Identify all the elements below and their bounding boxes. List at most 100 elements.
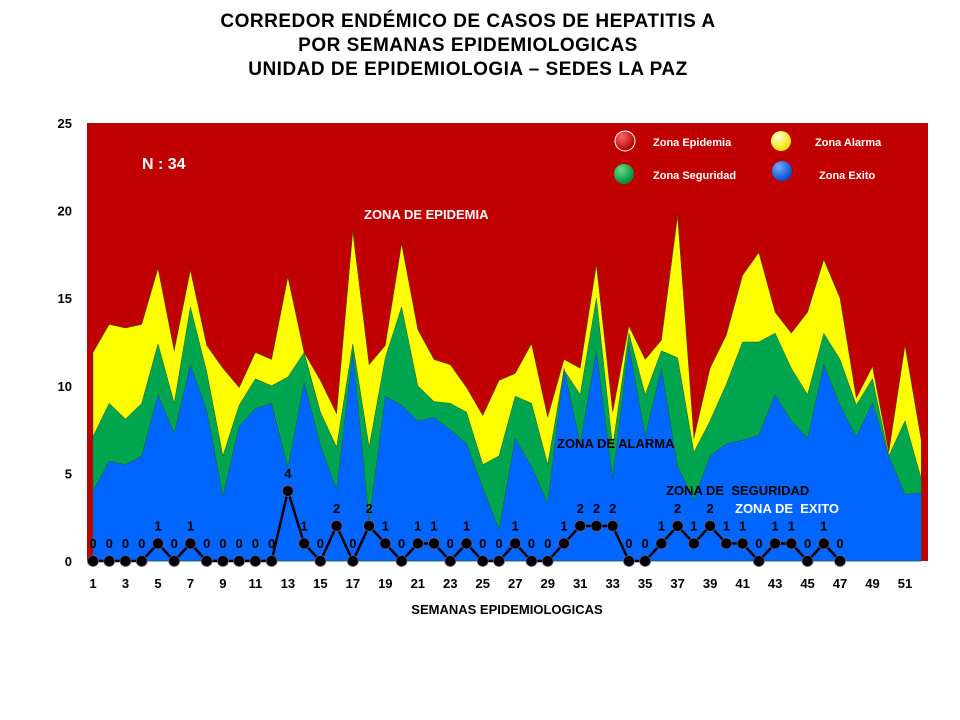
y-tick-label: 0 (65, 554, 72, 569)
cases-data-label: 0 (106, 536, 113, 551)
cases-data-label: 1 (414, 518, 421, 533)
x-tick-label: 35 (638, 576, 652, 591)
cases-data-label: 0 (398, 536, 405, 551)
cases-data-label: 1 (723, 518, 730, 533)
cases-point (460, 537, 473, 550)
cases-point (168, 555, 181, 567)
cases-point (655, 537, 668, 550)
cases-data-label: 0 (625, 536, 632, 551)
y-tick-label: 15 (58, 291, 72, 306)
legend-swatch-exito (772, 161, 792, 181)
cases-point (346, 555, 359, 567)
cases-point (720, 537, 733, 550)
x-tick-label: 17 (346, 576, 360, 591)
cases-point (509, 537, 522, 550)
cases-point (801, 555, 814, 567)
x-tick-label: 25 (476, 576, 490, 591)
cases-data-label: 2 (674, 501, 681, 516)
y-tick-label: 10 (58, 379, 72, 394)
x-axis-label: SEMANAS EPIDEMIOLOGICAS (411, 602, 603, 617)
cases-point (639, 555, 652, 567)
legend: Zona Epidemia Zona Alarma Zona Seguridad… (614, 130, 882, 184)
legend-swatch-seguridad (614, 164, 634, 184)
zona-epidemia-label: ZONA DE EPIDEMIA (364, 207, 489, 222)
x-tick-label: 45 (800, 576, 814, 591)
x-tick-label: 37 (670, 576, 684, 591)
cases-point (525, 555, 538, 567)
x-tick-label: 31 (573, 576, 587, 591)
cases-point (395, 555, 408, 567)
x-tick-label: 39 (703, 576, 717, 591)
cases-point (606, 520, 619, 532)
cases-point (265, 555, 278, 567)
cases-data-label: 0 (642, 536, 649, 551)
cases-point (298, 537, 311, 550)
cases-point (281, 485, 294, 497)
cases-data-label: 0 (203, 536, 210, 551)
cases-data-label: 1 (788, 518, 795, 533)
cases-data-label: 1 (382, 518, 389, 533)
cases-point (379, 537, 392, 550)
cases-data-label: 2 (365, 501, 372, 516)
cases-data-label: 0 (544, 536, 551, 551)
title-line-3: UNIDAD DE EPIDEMIOLOGIA – SEDES LA PAZ (248, 59, 688, 80)
y-tick-label: 20 (58, 204, 72, 219)
y-tick-label: 5 (65, 466, 72, 481)
cases-point (834, 555, 846, 567)
cases-data-label: 0 (268, 536, 275, 551)
cases-data-label: 0 (447, 536, 454, 551)
chart-title: CORREDOR ENDÉMICO DE CASOS DE HEPATITIS … (0, 10, 936, 82)
x-tick-label: 49 (865, 576, 879, 591)
legend-label-seguridad: Zona Seguridad (653, 170, 736, 182)
cases-point (249, 555, 262, 567)
cases-point (574, 520, 587, 532)
cases-point (769, 537, 781, 550)
cases-data-label: 0 (122, 536, 129, 551)
cases-data-label: 2 (333, 501, 340, 516)
cases-data-label: 1 (430, 518, 437, 533)
cases-data-label: 0 (479, 536, 486, 551)
cases-point (785, 537, 798, 550)
cases-data-label: 0 (528, 536, 535, 551)
cases-data-label: 2 (707, 501, 714, 516)
cases-point (752, 555, 765, 567)
zona-exito-label: ZONA DE EXITO (735, 501, 839, 516)
zona-alarma-label: ZONA DE ALARMA (557, 436, 675, 451)
cases-point (493, 555, 505, 567)
cases-data-label: 0 (317, 536, 324, 551)
cases-point (152, 537, 164, 550)
x-tick-label: 1 (89, 576, 96, 591)
cases-point (541, 555, 554, 567)
cases-data-label: 0 (349, 536, 356, 551)
cases-point (428, 537, 440, 550)
x-tick-label: 23 (443, 576, 457, 591)
cases-point (103, 555, 116, 567)
legend-swatch-alarma (771, 131, 791, 151)
cases-data-label: 1 (463, 518, 470, 533)
legend-label-epidemia: Zona Epidemia (653, 137, 732, 149)
zona-exito-area (92, 345, 922, 562)
cases-data-label: 2 (577, 501, 584, 516)
x-tick-label: 7 (187, 576, 194, 591)
cases-point (817, 537, 830, 550)
x-tick-label: 21 (411, 576, 425, 591)
cases-data-label: 2 (609, 501, 616, 516)
cases-data-label: 0 (138, 536, 145, 551)
cases-data-label: 2 (593, 501, 600, 516)
cases-point (671, 520, 684, 532)
cases-data-label: 1 (512, 518, 519, 533)
y-tick-label: 25 (58, 116, 72, 131)
x-tick-label: 5 (154, 576, 161, 591)
cases-point (135, 555, 148, 567)
legend-label-exito: Zona Exito (819, 170, 876, 182)
cases-point (330, 520, 343, 532)
zona-seguridad-label: ZONA DE SEGURIDAD (666, 483, 809, 498)
n-total-label: N : 34 (142, 156, 186, 173)
cases-data-label: 1 (154, 518, 161, 533)
x-tick-label: 13 (281, 576, 295, 591)
cases-data-label: 1 (739, 518, 746, 533)
x-tick-label: 51 (898, 576, 912, 591)
legend-swatch-epidemia (614, 130, 636, 152)
x-tick-label: 3 (122, 576, 129, 591)
